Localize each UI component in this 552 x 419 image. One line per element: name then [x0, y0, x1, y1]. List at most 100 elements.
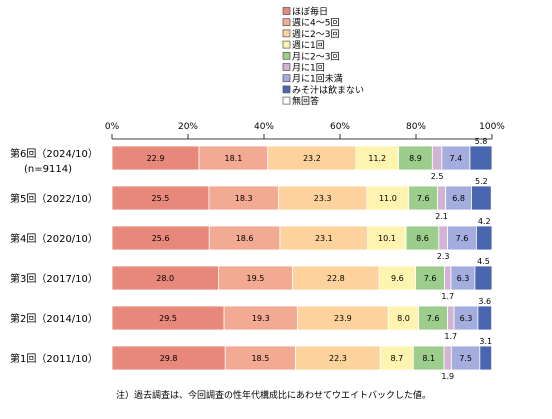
bar-segment-r5-s5 — [443, 345, 452, 371]
bar-value-label-r4-s4: 7.6 — [427, 314, 440, 323]
bar-segment-r3-s7 — [474, 265, 493, 291]
x-tick-label-2: 40% — [254, 122, 274, 132]
legend-swatch-2 — [282, 29, 291, 38]
bars: 22.9 18.1 23.2 11.2 8.9 7.4 25.5 18.3 23.3 11.0 7.… — [111, 145, 493, 371]
bar-segment-r4-s2 — [297, 305, 389, 331]
bar-segment-r1-s1 — [208, 185, 279, 211]
bar-value-label-r2-s4: 8.6 — [416, 234, 429, 243]
bar-value-label-r5-s1: 18.5 — [251, 354, 269, 363]
bar-segment-r0-s7 — [469, 145, 493, 171]
bar-segment-r4-s1 — [223, 305, 298, 331]
category-labels: 第6回（2024/10） (n=9114) 第5回（2022/10） 第4回（2020… — [10, 147, 98, 365]
legend-swatch-0 — [282, 7, 291, 15]
bar-value-label-r5-s0: 29.8 — [160, 354, 178, 363]
bar-value-label-r3-s3: 9.6 — [391, 274, 404, 283]
bar-value-label-r0-s3: 11.2 — [368, 154, 386, 163]
bar-segment-r5-s2 — [295, 345, 381, 371]
callout-above-5: 3.1 — [479, 337, 492, 346]
bar-value-label-r3-s2: 22.8 — [327, 274, 345, 283]
bar-segment-r3-s5 — [444, 265, 452, 291]
bar-value-label-r0-s1: 18.1 — [225, 154, 243, 163]
x-axis: 0% 20% 40% 60% 80% 100% — [105, 122, 505, 140]
bar-segment-r0-s0 — [111, 145, 200, 171]
x-tick-label-4: 80% — [406, 122, 426, 132]
category-label-2: 第4回（2020/10） — [10, 232, 98, 245]
bar-value-label-r4-s2: 23.9 — [334, 314, 352, 323]
bar-value-label-r4-s1: 19.3 — [252, 314, 270, 323]
bar-value-label-r0-s6: 7.4 — [450, 154, 463, 163]
legend-swatch-3 — [282, 40, 291, 49]
bar-segment-r4-s0 — [111, 305, 225, 331]
bar-value-label-r5-s3: 8.7 — [390, 354, 403, 363]
bar-segment-r3-s1 — [217, 265, 293, 291]
callout-above-1: 5.2 — [475, 177, 488, 186]
callout-above-4: 3.6 — [478, 297, 491, 306]
bar-segment-r3-s4 — [415, 265, 445, 291]
footnote: 注）過去調査は、今回調査の性年代構成比にあわせてウエイトバックした値。 — [116, 391, 432, 401]
bar-segment-r2-s0 — [111, 225, 210, 251]
bar-segment-r0-s5 — [431, 145, 443, 171]
legend-swatch-5 — [282, 63, 291, 71]
bar-segment-r5-s6 — [450, 345, 481, 371]
x-tick-label-1: 20% — [178, 122, 198, 132]
bar-value-label-r0-s2: 23.2 — [303, 154, 321, 163]
legend-label-3: 週に1回 — [292, 40, 325, 51]
legend-swatch-8 — [282, 96, 291, 105]
bar-segment-r1-s4 — [408, 185, 439, 211]
legend-label-5: 月に1回 — [292, 63, 325, 74]
category-label-1: 第5回（2022/10） — [10, 192, 98, 205]
bar-segment-r0-s1 — [198, 145, 269, 171]
callout-above-0: 5.8 — [475, 137, 488, 146]
category-sublabel-0: (n=9114) — [24, 164, 72, 175]
bar-value-label-r2-s0: 25.6 — [152, 234, 170, 243]
callout-below-0: 2.5 — [431, 172, 444, 181]
callout-above-2: 4.2 — [478, 217, 491, 226]
legend-swatch-1 — [282, 18, 291, 27]
callout-above-3: 4.5 — [477, 257, 490, 266]
bar-value-label-r3-s0: 28.0 — [156, 274, 174, 283]
bar-value-label-r1-s0: 25.5 — [152, 194, 170, 203]
callout-labels: 5.8 2.5 5.2 2.1 4.2 2.3 4.5 1.7 3.6 1.7 3.1 1.9 — [431, 137, 492, 381]
bar-value-label-r0-s0: 22.9 — [147, 154, 165, 163]
bar-value-label-r2-s2: 23.1 — [315, 234, 333, 243]
legend-label-8: 無回答 — [292, 95, 319, 107]
legend: ほぼ毎日週に4～5回週に2～3回週に1回月に2～3回月に1回月に1回未満みそ汁は… — [282, 6, 364, 107]
callout-below-1: 2.1 — [435, 212, 448, 221]
bar-value-label-r0-s4: 8.9 — [409, 154, 422, 163]
legend-swatch-6 — [282, 74, 291, 83]
bar-segment-r1-s3 — [366, 185, 410, 211]
bar-segment-r2-s6 — [447, 225, 477, 251]
bar-segment-r5-s1 — [224, 345, 296, 371]
callout-below-2: 2.3 — [437, 252, 450, 261]
legend-label-7: みそ汁は飲まない — [292, 84, 364, 96]
x-tick-label-0: 0% — [105, 122, 120, 132]
bar-segment-r1-s5 — [437, 185, 447, 211]
bar-segment-r4-s7 — [477, 305, 493, 331]
bar-segment-r5-s7 — [479, 345, 493, 371]
bar-value-label-r4-s6: 6.3 — [460, 314, 473, 323]
x-tick-label-3: 60% — [330, 122, 350, 132]
legend-label-2: 週に2～3回 — [292, 29, 339, 40]
bar-value-label-r4-s0: 29.5 — [159, 314, 177, 323]
bar-value-label-r2-s1: 18.6 — [236, 234, 254, 243]
bar-value-label-r5-s2: 22.3 — [329, 354, 347, 363]
bar-value-label-r3-s1: 19.5 — [247, 274, 265, 283]
bar-value-label-r1-s6: 6.8 — [452, 194, 465, 203]
legend-label-1: 週に4～5回 — [292, 18, 339, 29]
bar-value-label-r5-s4: 8.1 — [422, 354, 435, 363]
bar-value-label-r1-s4: 7.6 — [417, 194, 430, 203]
bar-segment-r2-s3 — [367, 225, 407, 251]
callout-below-4: 1.7 — [444, 332, 457, 341]
bar-segment-r0-s2 — [267, 145, 357, 171]
bar-segment-r2-s7 — [476, 225, 493, 251]
bar-value-label-r1-s1: 18.3 — [235, 194, 253, 203]
bar-segment-r2-s4 — [405, 225, 440, 251]
bar-value-label-r3-s4: 7.6 — [424, 274, 437, 283]
legend-label-0: ほぼ毎日 — [292, 6, 328, 18]
category-label-4: 第2回（2014/10） — [10, 312, 98, 325]
bar-segment-r0-s4 — [398, 145, 433, 171]
bar-segment-r1-s2 — [278, 185, 368, 211]
legend-label-6: 月に1回未満 — [292, 73, 343, 85]
legend-swatch-4 — [282, 51, 291, 60]
